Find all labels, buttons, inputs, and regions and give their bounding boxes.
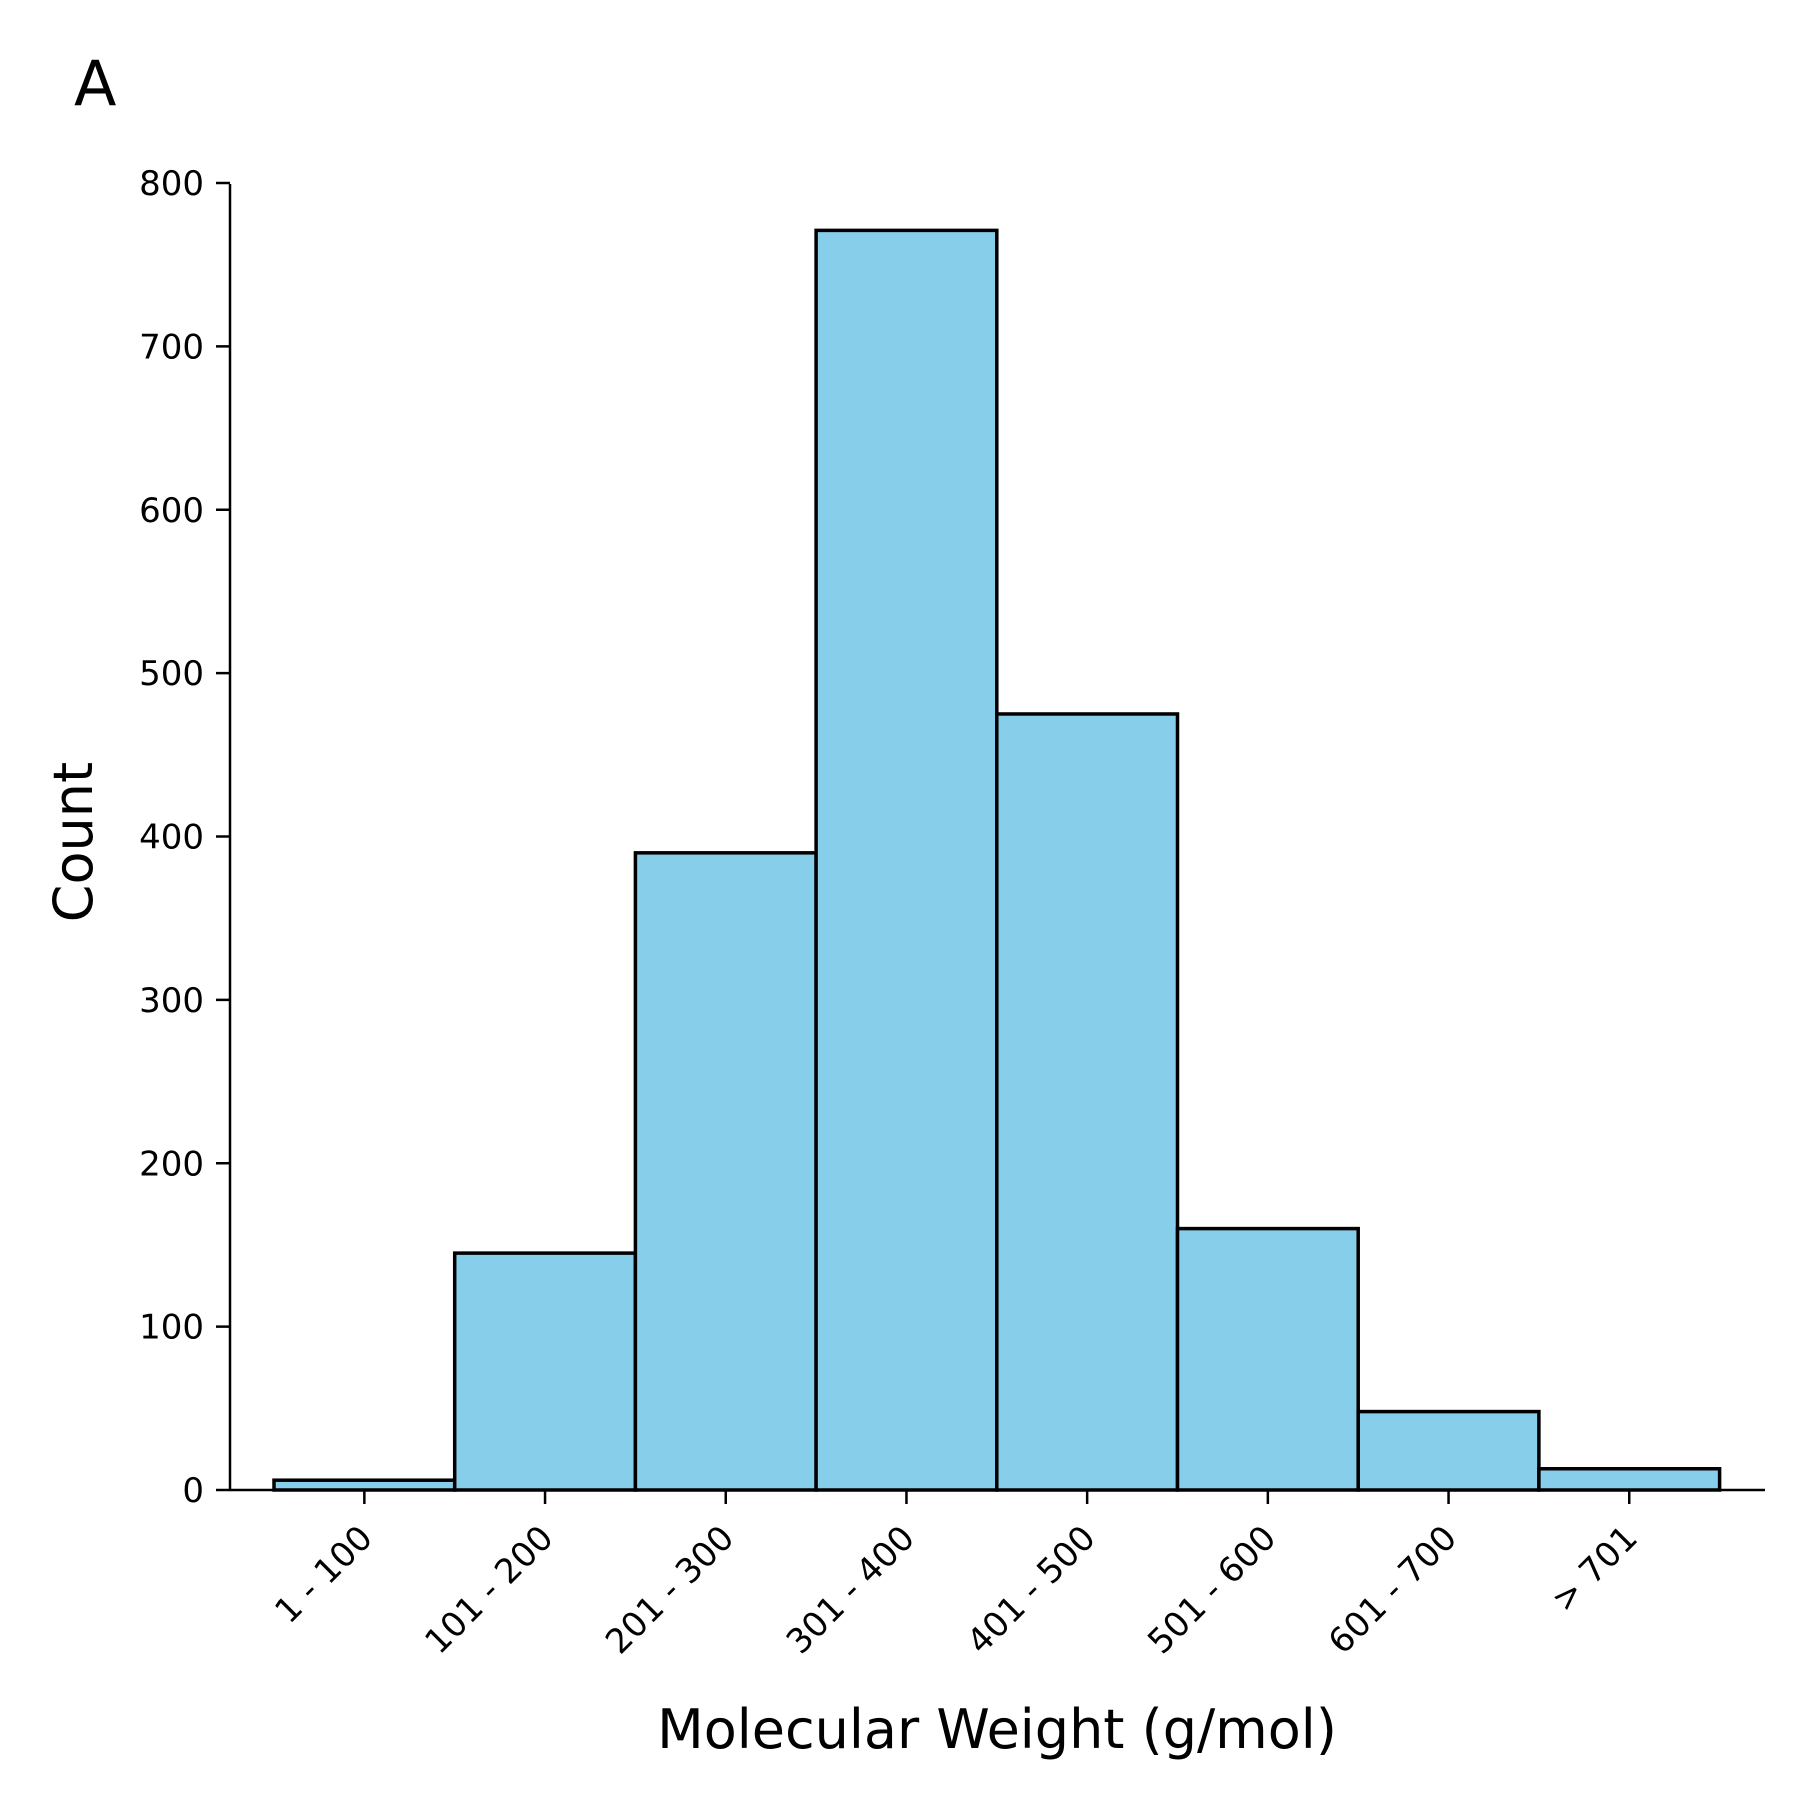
y-tick-label: 600 [139,491,204,531]
y-tick-label: 400 [139,818,204,858]
bar-2 [452,1251,638,1492]
y-tick-label: 500 [139,654,204,694]
y-axis: 0 100 200 300 400 500 600 700 800 [139,164,232,1511]
y-tick-label: 100 [139,1308,204,1348]
bar-6 [1175,1226,1360,1492]
bar-8 [1537,1467,1722,1492]
y-tick-label: 300 [139,981,204,1021]
bar-3 [633,851,818,1492]
x-tick-label: > 701 [1544,1518,1646,1620]
bars-group [272,228,1722,1492]
y-tick-label: 800 [139,164,204,204]
bar-1 [272,1478,457,1492]
x-tick-label: 601 - 700 [1321,1518,1465,1662]
y-axis-label: Count [42,762,105,922]
x-tick-label: 201 - 300 [598,1518,742,1662]
bar-4 [814,228,999,1492]
x-tick-label: 1 - 100 [267,1518,380,1631]
x-tick-label: 501 - 600 [1140,1518,1284,1662]
y-tick-label: 200 [139,1144,204,1184]
bar-5 [995,712,1180,1492]
x-tick-label: 101 - 200 [417,1518,561,1662]
x-tick-label: 301 - 400 [779,1518,923,1662]
bar-7 [1356,1409,1541,1492]
x-axis-label: Molecular Weight (g/mol) [657,1698,1337,1761]
x-tick-label: 401 - 500 [959,1518,1103,1662]
y-tick-label: 0 [182,1471,204,1511]
x-axis: 1 - 100 101 - 200 201 - 300 301 - 400 401 - … [230,1488,1765,1662]
panel-label: A [74,47,116,120]
y-tick-label: 700 [139,327,204,367]
